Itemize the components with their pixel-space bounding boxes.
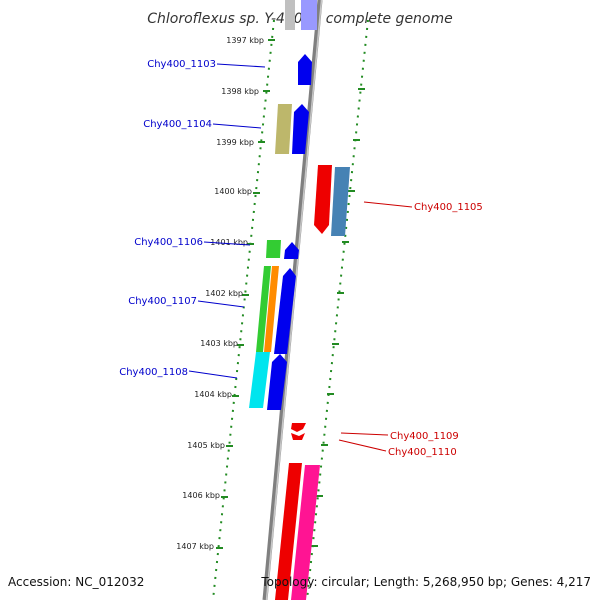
gene-red-long (275, 463, 302, 600)
gene-label: Chy400_1107 (128, 296, 197, 307)
gene-chy400-1108 (249, 352, 270, 408)
gene-chy400-1109 (291, 423, 306, 432)
top-partial-gene (301, 0, 317, 30)
topology-text: Topology: circular; Length: 5,268,950 bp… (260, 575, 591, 589)
gene-label: Chy400_1105 (414, 202, 483, 213)
gene-khaki (275, 104, 292, 154)
gene-label: Chy400_1110 (388, 447, 457, 458)
gene-chy400-1107 (256, 266, 271, 352)
right-tick-ring (306, 19, 369, 600)
gene-blue-small (284, 242, 299, 259)
major-ticks (216, 39, 365, 549)
gene-pink-long (291, 465, 320, 600)
accession-text: Accession: NC_012032 (8, 575, 144, 589)
kbp-label: 1407 kbp (176, 542, 214, 551)
gene-chy400-1103 (298, 54, 312, 85)
kbp-label: 1397 kbp (226, 36, 264, 45)
gene-orange (264, 266, 279, 352)
gene-blue-long (274, 268, 296, 354)
kbp-label: 1399 kbp (216, 138, 254, 147)
top-partial-gene (285, 0, 295, 30)
kbp-label: 1406 kbp (182, 491, 220, 500)
gene-chy400-1110 (291, 433, 305, 440)
kbp-label: 1400 kbp (214, 187, 252, 196)
kbp-label: 1401 kbp (210, 238, 248, 247)
kbp-label: 1402 kbp (205, 289, 243, 298)
gene-label: Chy400_1104 (143, 119, 212, 130)
gene-label: Chy400_1106 (134, 237, 203, 248)
map-title: Chloroflexus sp. Y-400-fl, complete geno… (147, 11, 453, 27)
gene-label: Chy400_1103 (147, 59, 216, 70)
kbp-label: 1403 kbp (200, 339, 238, 348)
gene-blue-1108 (267, 354, 287, 410)
gene-chy400-1106 (266, 240, 281, 258)
kbp-label: 1405 kbp (187, 441, 225, 450)
kbp-label: 1404 kbp (194, 390, 232, 399)
left-tick-ring (212, 19, 275, 600)
gene-chy400-1105 (331, 167, 350, 236)
kbp-label: 1398 kbp (221, 87, 259, 96)
gene-red-reverse (314, 165, 332, 234)
gene-chy400-1104 (292, 104, 309, 154)
gene-label: Chy400_1109 (390, 431, 459, 442)
gene-label: Chy400_1108 (119, 367, 188, 378)
